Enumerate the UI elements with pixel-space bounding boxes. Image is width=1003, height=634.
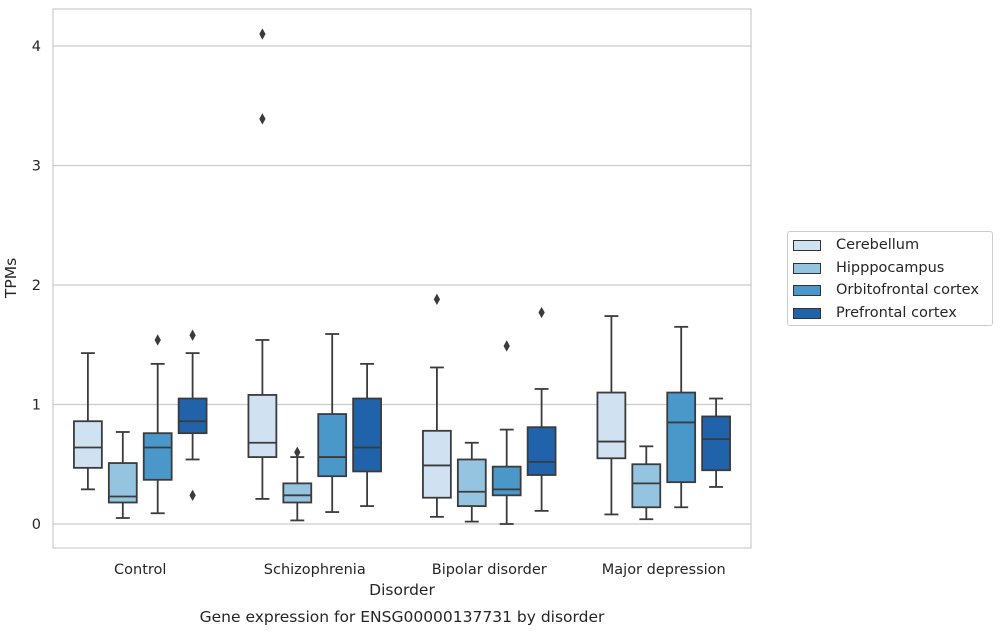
x-tick-label-control: Control	[114, 562, 166, 578]
outlier-point	[189, 329, 196, 341]
box-iqr	[282, 482, 313, 504]
box-iqr	[177, 397, 208, 435]
box-series	[73, 28, 731, 525]
box-control-orbitofrontal-cortex	[142, 334, 173, 515]
outlier-point	[259, 28, 266, 40]
box-major-depression-orbitofrontal-cortex	[666, 325, 697, 509]
x-tick-label-major-depression: Major depression	[602, 562, 726, 578]
box-bipolar-disorder-prefrontal-cortex	[526, 306, 557, 512]
y-axis-label: TPMs	[2, 258, 20, 299]
box-iqr	[666, 391, 697, 484]
box-schizophrenia-cerebellum	[247, 28, 278, 500]
legend-label-prefrontal-cortex: Prefrontal cortex	[836, 305, 957, 321]
y-tick-label-4: 4	[32, 39, 41, 55]
box-control-hipppocampus	[107, 431, 138, 519]
box-schizophrenia-prefrontal-cortex	[352, 362, 382, 507]
x-tick-label-schizophrenia: Schizophrenia	[264, 562, 366, 578]
legend-label-orbitofrontal-cortex: Orbitofrontal cortex	[836, 282, 979, 298]
outlier-point	[259, 113, 266, 125]
legend-label-hippocampus: Hipppocampus	[836, 260, 945, 276]
y-tick-label-3: 3	[32, 159, 41, 175]
box-iqr	[317, 413, 348, 478]
outlier-point	[433, 293, 441, 306]
legend-item-orbitofrontal-cortex: Orbitofrontal cortex	[793, 281, 979, 299]
legend-swatch-cerebellum	[793, 239, 821, 251]
outlier-point	[538, 306, 545, 319]
x-axis-label: Disorder	[369, 581, 435, 599]
box-bipolar-disorder-orbitofrontal-cortex	[491, 340, 522, 525]
x-tick-label-bipolar-disorder: Bipolar disorder	[432, 562, 547, 578]
box-major-depression-prefrontal-cortex	[701, 397, 731, 488]
box-control-cerebellum	[73, 352, 103, 491]
grid-lines	[53, 45, 751, 525]
legend-item-cerebellum: Cerebellum	[793, 236, 919, 254]
box-bipolar-disorder-cerebellum	[422, 293, 452, 518]
y-tick-label-2: 2	[32, 278, 41, 294]
outlier-point	[189, 489, 196, 501]
box-iqr	[456, 458, 487, 507]
legend-label-cerebellum: Cerebellum	[836, 237, 920, 253]
legend-swatch-prefrontal-cortex	[793, 307, 821, 319]
box-iqr	[73, 420, 103, 469]
legend-item-prefrontal-cortex: Prefrontal cortex	[793, 304, 957, 322]
outlier-point	[294, 446, 301, 458]
box-schizophrenia-orbitofrontal-cortex	[317, 333, 348, 513]
outlier-point	[503, 340, 510, 352]
box-major-depression-hipppocampus	[631, 445, 662, 521]
box-iqr	[352, 397, 382, 473]
box-iqr	[142, 432, 173, 481]
box-iqr	[491, 465, 522, 497]
y-tick-label-1: 1	[32, 398, 41, 414]
box-control-prefrontal-cortex	[177, 329, 208, 501]
box-iqr	[631, 463, 662, 509]
y-tick-label-0: 0	[32, 517, 41, 533]
legend: Cerebellum Hipppocampus Orbitofrontal co…	[787, 231, 993, 326]
box-major-depression-cerebellum	[596, 315, 627, 516]
box-iqr	[247, 394, 278, 458]
legend-item-hippocampus: Hipppocampus	[793, 259, 944, 277]
y-tick-labels: 0 1 2 3 4	[32, 39, 41, 533]
box-iqr	[701, 415, 731, 472]
plot-frame	[52, 8, 752, 549]
box-schizophrenia-hipppocampus	[282, 446, 313, 522]
x-tick-labels: Control Schizophrenia Bipolar disorder Majo…	[114, 562, 726, 578]
box-iqr	[422, 429, 452, 499]
legend-swatch-hippocampus	[793, 262, 821, 274]
box-bipolar-disorder-hipppocampus	[456, 441, 487, 523]
outlier-point	[154, 334, 161, 346]
box-iqr	[526, 426, 557, 476]
box-iqr	[596, 391, 627, 460]
chart-title: Gene expression for ENSG00000137731 by d…	[200, 608, 605, 626]
legend-swatch-orbitofrontal-cortex	[793, 284, 821, 296]
